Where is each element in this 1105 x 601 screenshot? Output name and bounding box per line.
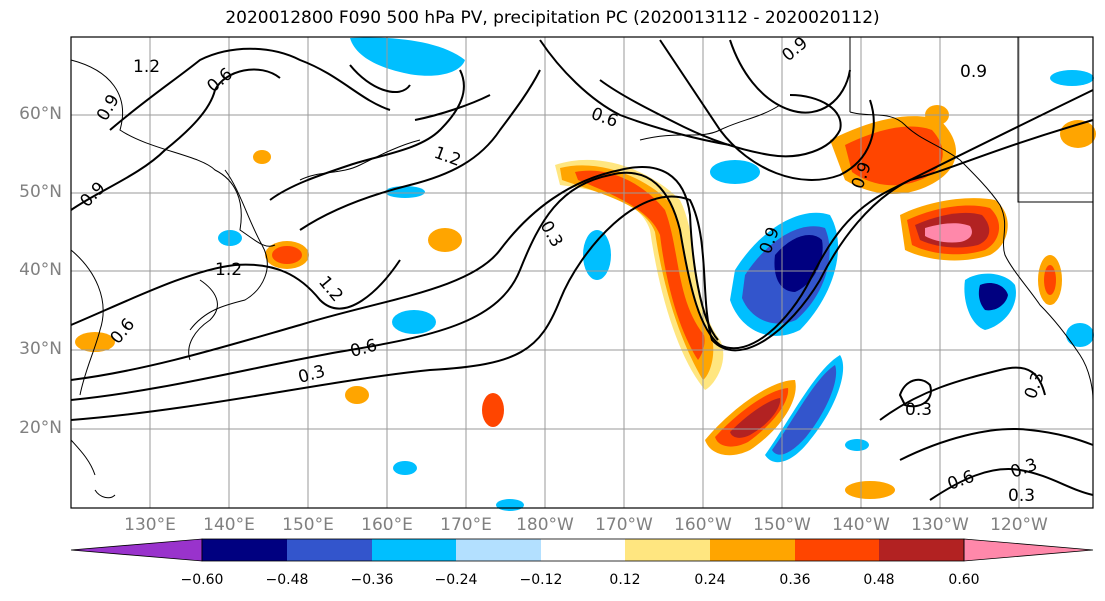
contour-label: 0.9	[960, 62, 987, 82]
colorbar-cell	[795, 539, 879, 561]
contour-label: 0.6	[348, 336, 379, 362]
colorbar-cell	[287, 539, 372, 561]
colorbar	[70, 538, 1094, 562]
colorbar-cell	[541, 539, 625, 561]
colorbar-tick-label: −0.60	[180, 572, 224, 588]
colorbar-frame	[201, 538, 965, 562]
contour-label: 0.3	[1008, 455, 1040, 483]
lon-label: 130°W	[911, 515, 969, 535]
lat-label: 50°N	[19, 182, 62, 202]
lon-label: 150°E	[282, 515, 334, 535]
contour-label: 0.6	[945, 467, 977, 495]
lat-label: 60°N	[19, 104, 62, 124]
colorbar-cell	[202, 539, 287, 561]
coastlines	[70, 37, 1094, 499]
contour-label: 0.3	[536, 218, 567, 251]
colorbar-cell	[710, 539, 795, 561]
contour-label: 0.6	[203, 64, 237, 97]
colorbar-tick-label: −0.48	[265, 572, 309, 588]
lat-lon-grid	[71, 37, 1093, 508]
contour-label-group: 1.2 0.6 0.9 0.9 0.9 1.2 1.2 0.6 0.3 0.9 …	[76, 33, 1049, 506]
contour-label: 0.9	[76, 178, 109, 211]
map-title: 2020012800 F090 500 hPa PV, precipitatio…	[225, 8, 880, 28]
lon-label: 140°E	[203, 515, 255, 535]
contour-label: 0.3	[905, 400, 932, 420]
contour-label: 1.2	[215, 260, 242, 280]
colorbar-tick-label: 0.48	[863, 572, 895, 588]
contour-label: 0.6	[588, 104, 620, 132]
colorbar-cell	[625, 539, 710, 561]
colorbar-cell	[372, 539, 456, 561]
contour-label: 1.2	[133, 57, 160, 77]
lon-label: 170°E	[440, 515, 492, 535]
colorbar-tick-label: −0.36	[350, 572, 394, 588]
contour-label: 1.2	[314, 272, 347, 306]
lon-label: 160°E	[361, 515, 413, 535]
colorbar-tick-label: 0.60	[948, 572, 980, 588]
colorbar-cell	[963, 538, 1094, 562]
lon-label: 180°W	[516, 515, 574, 535]
colorbar-tick-label: 0.24	[694, 572, 726, 588]
lat-label: 40°N	[19, 260, 62, 280]
contour-label: 0.3	[1021, 369, 1049, 401]
contour-label: 0.9	[778, 33, 812, 66]
colorbar-cell	[879, 539, 964, 561]
lat-label: 20°N	[19, 418, 62, 438]
lon-label: 140°W	[832, 515, 890, 535]
colorbar-tick-label: −0.24	[434, 572, 478, 588]
lon-label: 150°W	[753, 515, 811, 535]
colorbar-cell	[70, 538, 203, 562]
contour-label: 0.3	[296, 362, 327, 388]
lon-label: 130°E	[124, 515, 176, 535]
lon-label: 120°W	[990, 515, 1048, 535]
contour-label: 0.3	[1008, 486, 1035, 506]
colorbar-tick-label: 0.36	[779, 572, 811, 588]
colorbar-cell	[456, 539, 541, 561]
pv-contours	[70, 39, 1094, 501]
lon-label: 170°W	[595, 515, 653, 535]
lon-label: 160°W	[674, 515, 732, 535]
map-frame	[70, 36, 1094, 509]
lat-label: 30°N	[19, 339, 62, 359]
colorbar-tick-label: −0.12	[519, 572, 563, 588]
colorbar-tick-label: 0.12	[609, 572, 641, 588]
